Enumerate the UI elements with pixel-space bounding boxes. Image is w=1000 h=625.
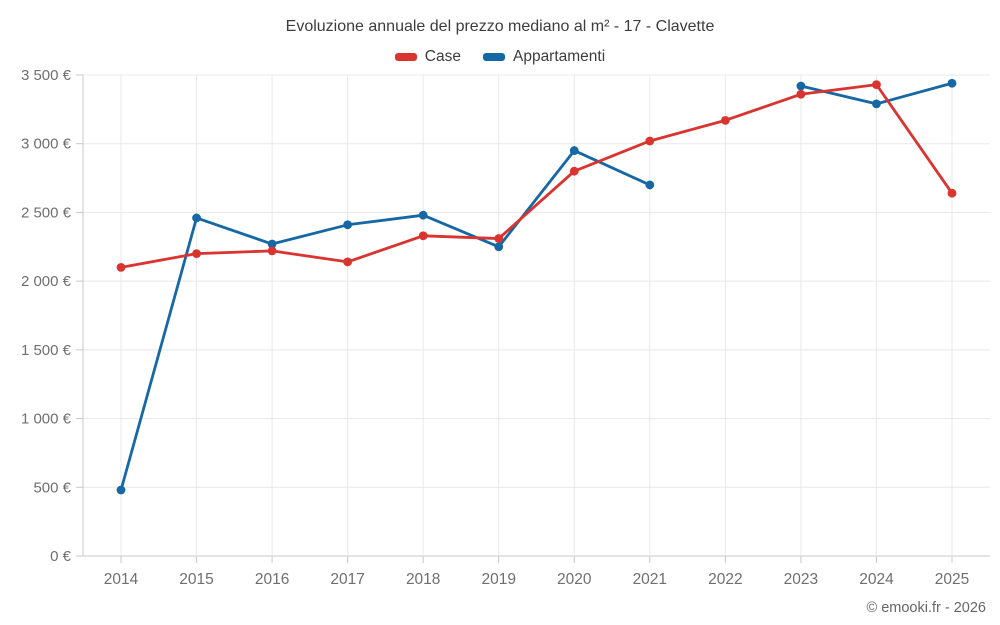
data-point-appartamenti-2025[interactable] [947, 78, 957, 88]
x-tick-label: 2018 [406, 571, 440, 588]
x-tick-label: 2015 [179, 571, 213, 588]
data-point-appartamenti-2015[interactable] [192, 213, 201, 223]
x-tick-label: 2024 [859, 571, 894, 588]
data-point-case-2021[interactable] [645, 136, 655, 146]
x-tick-label: 2016 [255, 571, 289, 588]
legend-item-case[interactable]: Case [394, 48, 461, 66]
y-tick-label: 3 000 € [21, 136, 72, 153]
case-series-swatch [394, 53, 417, 61]
y-tick-label: 1 000 € [21, 411, 72, 428]
data-point-appartamenti-2019[interactable] [494, 242, 504, 252]
x-tick-label: 2019 [481, 571, 515, 588]
data-point-appartamenti-2016[interactable] [267, 239, 277, 249]
x-tick-label: 2014 [104, 571, 139, 588]
data-point-appartamenti-2014[interactable] [116, 485, 126, 495]
legend-label-case: Case [424, 48, 461, 65]
appartamenti-series-swatch [482, 53, 505, 61]
legend-label-appartamenti: Appartamenti [512, 48, 606, 65]
y-tick-label: 500 € [33, 479, 71, 496]
data-point-case-2017[interactable] [343, 257, 353, 267]
x-tick-label: 2022 [708, 571, 742, 588]
data-point-appartamenti-2017[interactable] [343, 220, 353, 230]
chart-legend: Case Appartamenti [0, 48, 1000, 66]
data-point-appartamenti-2021[interactable] [645, 180, 655, 190]
x-tick-label: 2021 [633, 571, 667, 588]
legend-item-appartamenti[interactable]: Appartamenti [482, 48, 606, 66]
x-tick-label: 2017 [330, 571, 364, 588]
data-point-case-2019[interactable] [494, 234, 504, 243]
x-tick-label: 2023 [784, 571, 818, 588]
y-tick-label: 0 € [50, 548, 72, 565]
chart-title: Evoluzione annuale del prezzo mediano al… [285, 18, 715, 35]
data-point-case-2015[interactable] [192, 249, 201, 259]
y-tick-label: 1 500 € [21, 342, 72, 359]
data-point-case-2016[interactable] [267, 246, 277, 256]
y-tick-label: 2 000 € [21, 273, 72, 290]
data-point-case-2014[interactable] [116, 263, 126, 272]
data-point-appartamenti-2023[interactable] [796, 81, 806, 91]
series-line-case [119, 83, 954, 269]
x-tick-label: 2025 [935, 571, 969, 588]
data-point-case-2018[interactable] [418, 231, 428, 241]
data-point-case-2020[interactable] [569, 166, 579, 176]
x-tick-label: 2020 [557, 571, 592, 588]
data-point-appartamenti-2020[interactable] [569, 146, 579, 155]
y-tick-label: 3 500 € [21, 67, 72, 84]
data-point-case-2024[interactable] [872, 80, 881, 90]
data-point-appartamenti-2018[interactable] [418, 210, 428, 220]
y-tick-label: 2 500 € [21, 204, 72, 221]
data-point-case-2022[interactable] [720, 115, 730, 125]
data-point-appartamenti-2024[interactable] [872, 99, 881, 109]
series-line-appartamenti [119, 149, 652, 492]
data-point-case-2023[interactable] [796, 89, 806, 99]
data-point-case-2025[interactable] [947, 188, 957, 198]
copyright-credit: © emooki.fr - 2026 [866, 600, 986, 616]
